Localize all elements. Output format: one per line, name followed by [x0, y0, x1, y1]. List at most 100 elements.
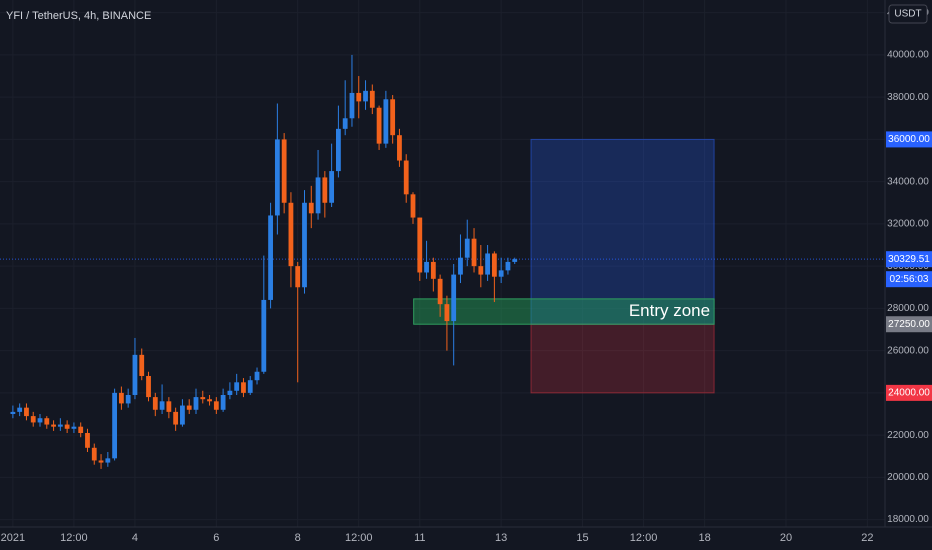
candle-body: [139, 354, 145, 376]
candle-body: [383, 99, 389, 144]
candle-body: [112, 392, 118, 459]
candle-body: [437, 278, 443, 305]
countdown: 02:56:03: [890, 274, 929, 285]
candle-body: [451, 274, 457, 322]
y-tick-label: 40000.00: [887, 50, 929, 61]
x-tick-label: 4: [132, 532, 138, 544]
candle-body: [315, 177, 321, 214]
y-tick-label: 34000.00: [887, 176, 929, 187]
candle-body: [186, 405, 192, 410]
candle-body: [369, 90, 375, 108]
candle-body: [51, 424, 56, 427]
candle-body: [308, 202, 314, 214]
candle-body: [125, 394, 131, 404]
countdown-bg: [886, 271, 932, 288]
currency-box: [888, 4, 928, 24]
candle-body: [356, 92, 362, 102]
entry-price-label-bg: [886, 316, 932, 333]
candle-body: [180, 405, 185, 425]
candle-body: [37, 418, 43, 423]
candle-body: [295, 266, 301, 288]
x-tick-label: 2021: [1, 532, 25, 544]
entry-zone-label: Entry zone: [629, 301, 710, 320]
candle-body: [71, 426, 77, 429]
x-tick-label: 6: [213, 532, 219, 544]
candle-body: [491, 253, 497, 277]
x-tick-label: 12:00: [630, 532, 658, 544]
y-tick-label: 28000.00: [887, 303, 929, 314]
currency: USDT: [894, 9, 921, 20]
candle-body: [342, 118, 348, 129]
stop-zone: [530, 323, 715, 394]
candle-body: [30, 416, 36, 423]
x-tick-label: 18: [698, 532, 710, 544]
candle-body: [322, 177, 328, 203]
candle-body: [397, 135, 402, 161]
candle-body: [478, 266, 484, 275]
entry-price-label: 27250.00: [888, 319, 930, 330]
candle-body: [241, 382, 246, 393]
candle-body: [200, 397, 206, 400]
y-tick-label: 22000.00: [887, 430, 929, 441]
x-tick-label: 15: [576, 532, 588, 544]
x-tick-label: 11: [414, 532, 425, 544]
candle-body: [234, 382, 240, 391]
x-tick-label: 8: [295, 532, 301, 544]
target-zone: [530, 138, 715, 325]
candle-body: [166, 401, 172, 412]
candle-body: [247, 380, 253, 393]
target-price-label: 36000.00: [888, 134, 930, 145]
entry-zone: [413, 298, 715, 325]
candle-body: [281, 139, 287, 203]
last-price-label-bg: [886, 251, 932, 268]
candle-body: [91, 447, 97, 461]
candle-body: [213, 401, 219, 410]
candle-body: [498, 270, 504, 277]
y-tick-label: 26000.00: [887, 345, 929, 356]
candle-body: [268, 215, 273, 300]
x-tick-label: 22: [861, 532, 873, 544]
candle-body: [44, 418, 50, 425]
candle-body: [207, 399, 212, 402]
candle-body: [152, 397, 158, 410]
candle-body: [227, 390, 233, 395]
candles: [10, 54, 518, 469]
candle-body: [485, 253, 490, 275]
candle-body: [85, 433, 90, 448]
candle-body: [78, 426, 84, 434]
candle-body: [458, 257, 463, 275]
candle-body: [24, 407, 29, 417]
candle-body: [220, 394, 226, 410]
candle-body: [329, 171, 335, 203]
x-tick-label: 20: [780, 532, 792, 544]
candle-body: [274, 139, 280, 216]
candle-body: [512, 259, 518, 262]
candle-body: [146, 375, 151, 398]
axes: 18000.00 20000.00 22000.00 24000.00 26000.00…: [1, 4, 932, 544]
candle-body: [118, 392, 124, 404]
stop-price-label-bg: [886, 384, 932, 401]
candle-body: [302, 202, 307, 288]
candle-body: [193, 397, 199, 410]
candle-body: [57, 424, 63, 427]
target-price-label-bg: [886, 131, 932, 148]
candle-body: [376, 107, 382, 144]
candle-body: [17, 407, 23, 412]
candle-body: [336, 128, 341, 172]
candle-body: [424, 261, 429, 273]
x-tick-label: 12:00: [60, 532, 88, 544]
candle-body: [261, 299, 267, 372]
candle-body: [132, 354, 138, 395]
candle-body: [471, 238, 477, 267]
last-price-label: 30329.51: [888, 254, 930, 265]
candle-body: [173, 411, 179, 425]
candle-body: [349, 92, 355, 119]
candle-body: [505, 261, 511, 271]
candle-body: [410, 194, 416, 218]
candle-body: [444, 304, 450, 322]
y-tick-label: 20000.00: [887, 472, 929, 483]
y-tick-label: 18000.00: [887, 514, 929, 525]
y-tick-label: 32000.00: [887, 219, 929, 230]
